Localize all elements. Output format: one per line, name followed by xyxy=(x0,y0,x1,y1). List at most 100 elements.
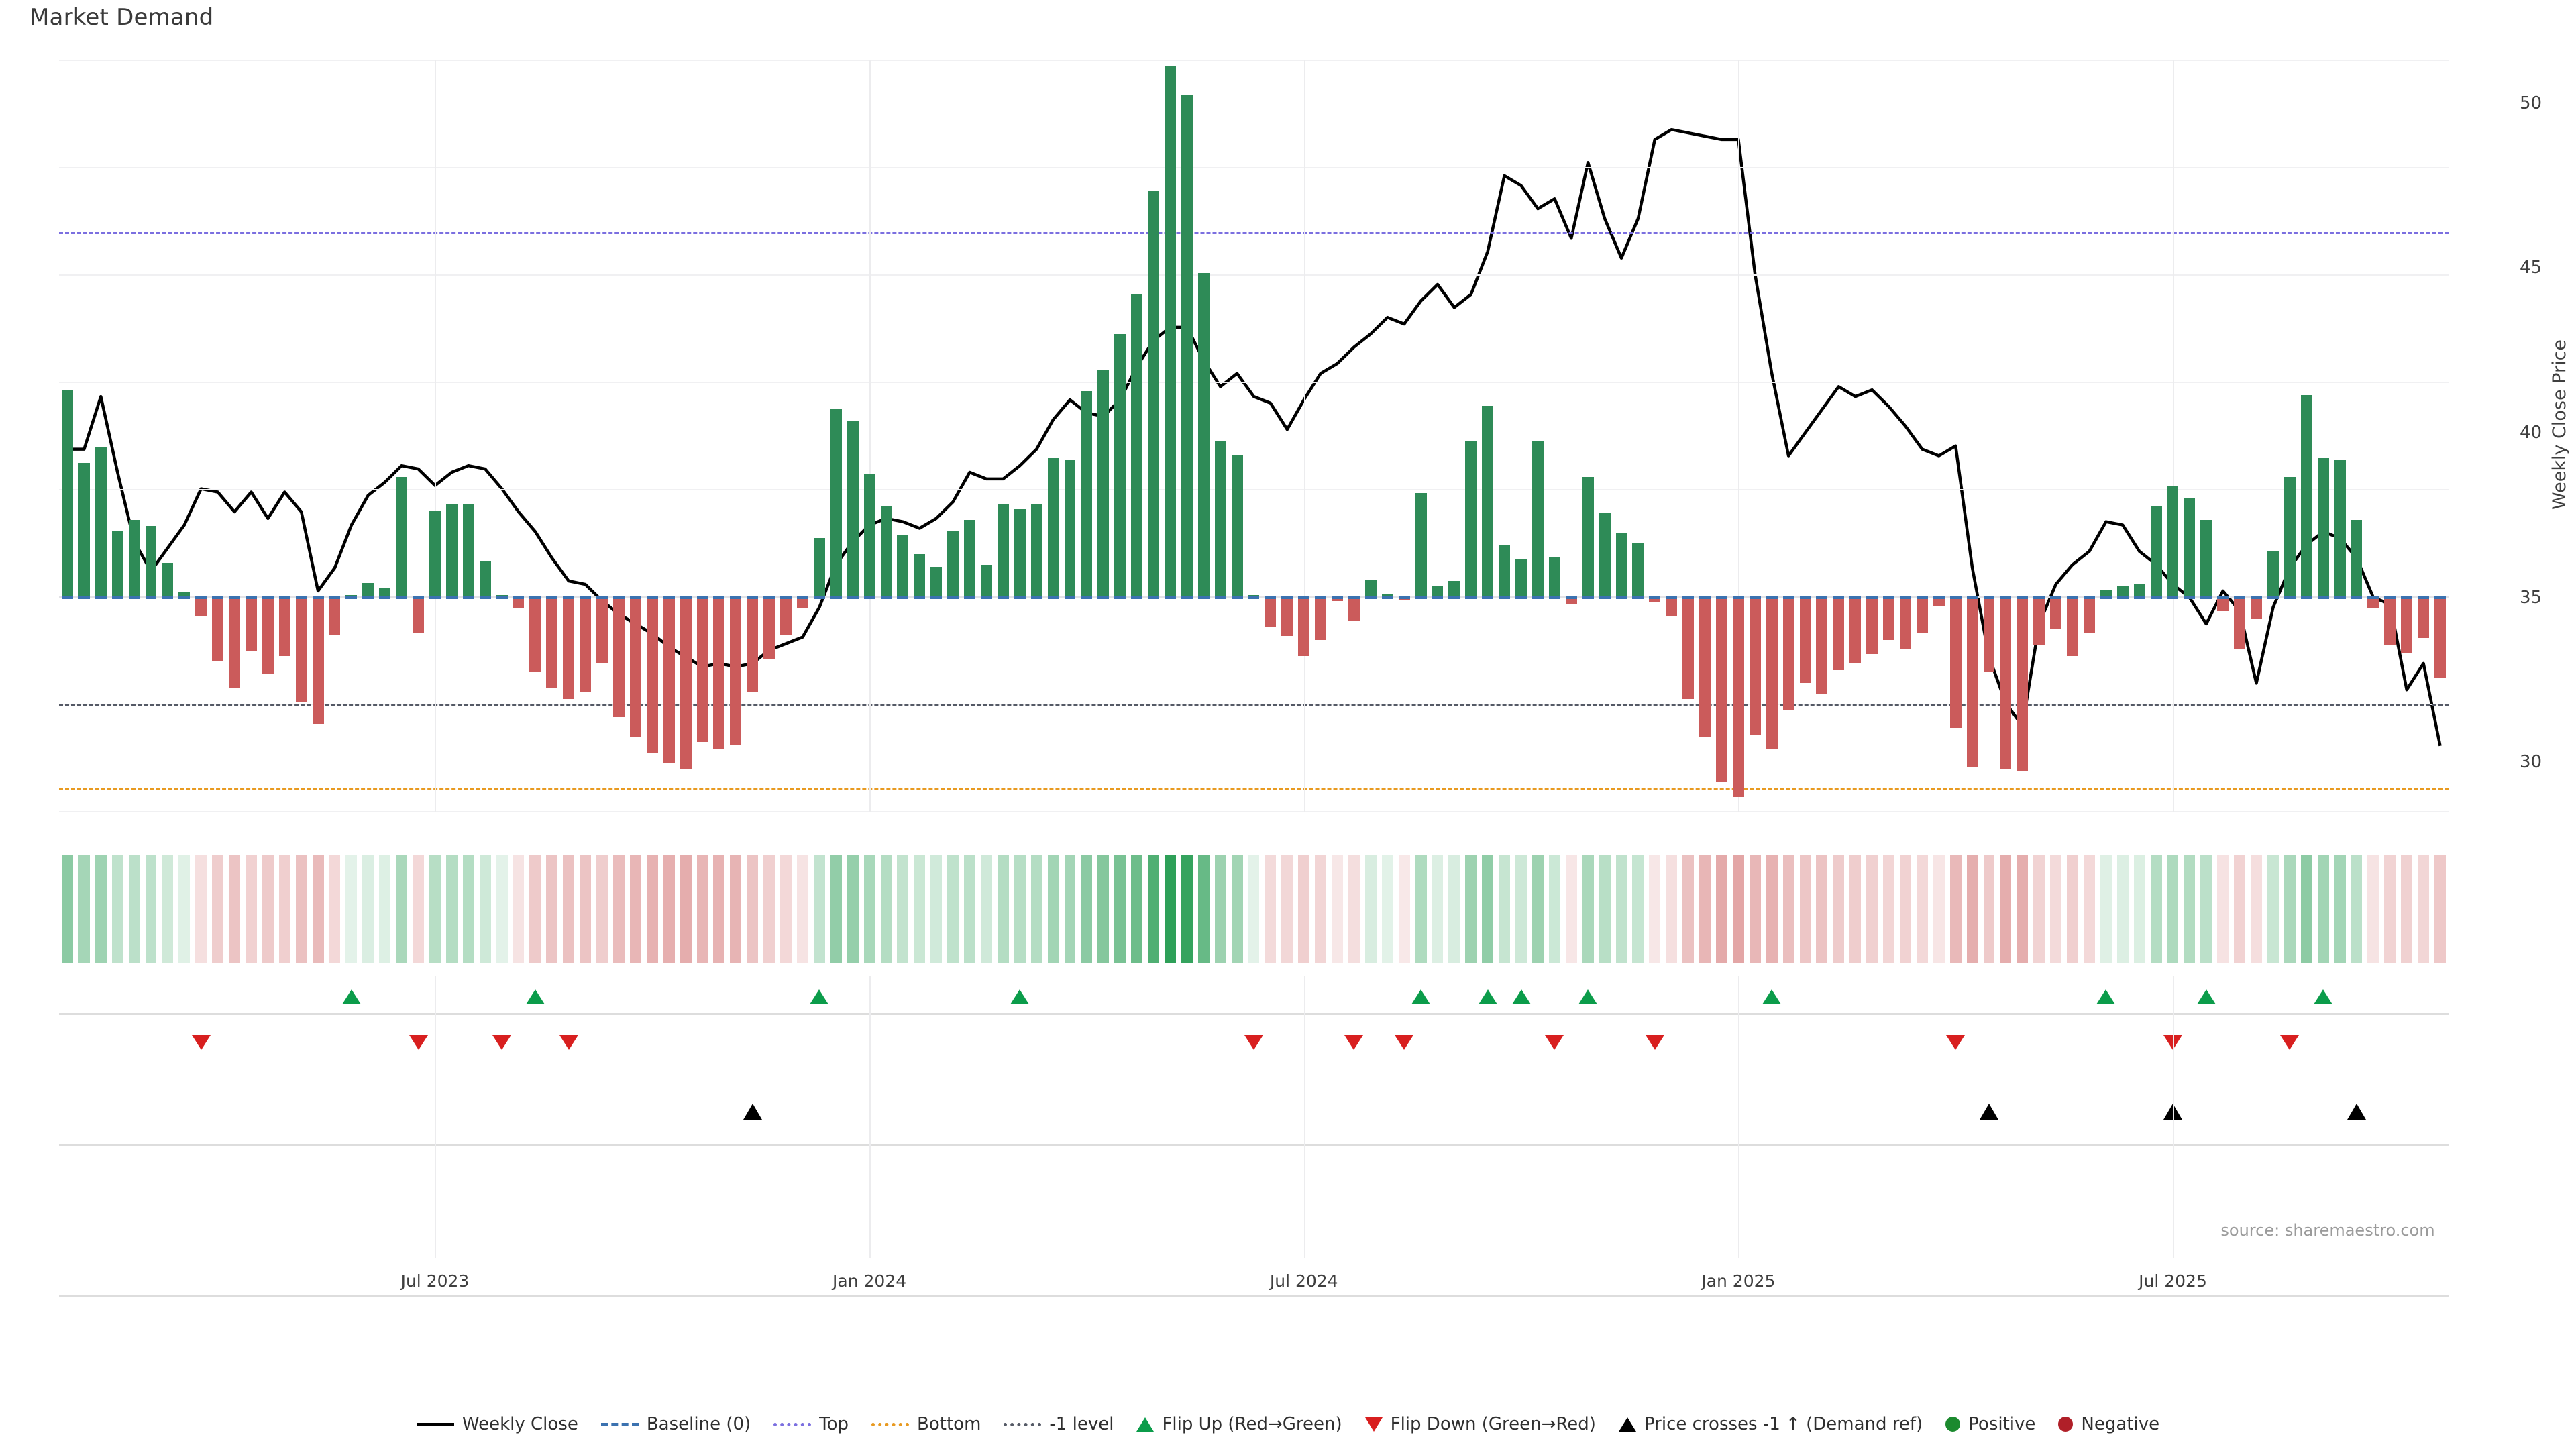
flip-down-marker xyxy=(1244,1035,1263,1050)
flip-up-marker xyxy=(1578,989,1598,1004)
baseline-tick xyxy=(1565,596,1577,599)
demand-bar xyxy=(2384,597,2396,645)
baseline-tick xyxy=(2434,596,2446,599)
demand-bar xyxy=(2300,395,2312,597)
weekly-close-line xyxy=(67,127,2442,747)
flip-down-marker xyxy=(1645,1035,1664,1050)
demand-bar xyxy=(2033,597,2045,645)
heat-strip-cell xyxy=(513,855,525,963)
legend-item[interactable]: Flip Up (Red→Green) xyxy=(1136,1414,1342,1434)
baseline-tick xyxy=(580,596,592,599)
demand-bar xyxy=(1448,581,1460,597)
demand-bar xyxy=(1114,334,1126,597)
marker-rows xyxy=(59,976,2449,1297)
heat-strip-cell xyxy=(2434,855,2446,963)
heat-strip-cell xyxy=(2317,855,2329,963)
demand-bar xyxy=(914,554,926,597)
flip-down-marker xyxy=(559,1035,578,1050)
baseline-tick xyxy=(1081,596,1093,599)
demand-bar xyxy=(1465,441,1477,597)
demand-bar xyxy=(1482,406,1494,597)
baseline-tick xyxy=(178,596,191,599)
demand-bar xyxy=(1231,455,1243,597)
baseline-tick xyxy=(880,596,892,599)
heat-strip-cell xyxy=(1816,855,1828,963)
demand-bar xyxy=(2150,506,2162,597)
main-plot-area: −2−10123453035404550 xyxy=(59,60,2542,812)
legend-item[interactable]: Bottom xyxy=(871,1414,981,1434)
baseline-tick xyxy=(1298,596,1310,599)
baseline-tick xyxy=(1047,596,1059,599)
heat-strip-cell xyxy=(2167,855,2179,963)
demand-bar xyxy=(813,538,825,597)
demand-bar xyxy=(1649,597,1661,602)
heat-strip-cell xyxy=(2351,855,2363,963)
heat-strip-cell xyxy=(1281,855,1293,963)
heat-strip-cell xyxy=(763,855,775,963)
demand-bar xyxy=(830,409,842,597)
heat-strip-cell xyxy=(730,855,742,963)
baseline-tick xyxy=(796,596,808,599)
heat-strip-cell xyxy=(1364,855,1377,963)
legend-item[interactable]: Baseline (0) xyxy=(600,1414,751,1434)
baseline-tick xyxy=(1515,596,1527,599)
demand-bar xyxy=(1197,272,1210,597)
demand-bar xyxy=(1081,390,1093,597)
demand-bar xyxy=(396,476,408,597)
heat-strip-cell xyxy=(1933,855,1945,963)
vertical-gridline xyxy=(2173,976,2174,1258)
demand-bar xyxy=(1014,508,1026,597)
demand-bar xyxy=(1515,559,1527,597)
heat-strip-cell xyxy=(1515,855,1527,963)
heat-strip-cell xyxy=(580,855,592,963)
heat-strip-cell xyxy=(295,855,307,963)
demand-bar xyxy=(612,597,625,718)
demand-bar xyxy=(1532,441,1544,597)
heat-strip-cell xyxy=(1682,855,1695,963)
heat-strip-cell xyxy=(229,855,240,963)
demand-bar xyxy=(529,597,541,672)
demand-bar xyxy=(863,474,875,597)
heat-strip-cell xyxy=(1030,855,1042,963)
flip-down-marker xyxy=(1545,1035,1564,1050)
legend-item[interactable]: Negative xyxy=(2058,1414,2159,1434)
x-axis-tick-label: Jul 2023 xyxy=(400,1271,470,1291)
demand-bar xyxy=(663,597,675,763)
baseline-tick xyxy=(713,596,725,599)
heat-strip-cell xyxy=(1599,855,1611,963)
triangle-up-black-icon xyxy=(1618,1417,1636,1432)
baseline-tick xyxy=(1381,596,1393,599)
legend-item[interactable]: Flip Down (Green→Red) xyxy=(1364,1414,1596,1434)
demand-bar xyxy=(2351,519,2363,597)
baseline-tick xyxy=(1782,596,1794,599)
baseline-tick xyxy=(2284,596,2296,599)
heat-strip-cell xyxy=(345,855,358,963)
baseline-tick xyxy=(2000,596,2012,599)
demand-bar xyxy=(1983,597,1995,672)
legend-item[interactable]: Top xyxy=(773,1414,849,1434)
baseline-tick xyxy=(513,596,525,599)
baseline-tick xyxy=(1432,596,1444,599)
baseline-tick xyxy=(2401,596,2413,599)
heat-strip-cell xyxy=(980,855,992,963)
legend-item[interactable]: Weekly Close xyxy=(416,1414,578,1434)
demand-bar xyxy=(1148,191,1159,597)
baseline-tick xyxy=(1231,596,1243,599)
heat-strip-cell xyxy=(1983,855,1995,963)
baseline-tick xyxy=(763,596,775,599)
baseline-tick xyxy=(145,596,157,599)
flip-up-marker xyxy=(1762,989,1782,1004)
y-axis-right-tick: 40 xyxy=(2520,423,2542,443)
vertical-gridline xyxy=(1738,976,1740,1258)
baseline-tick xyxy=(445,596,458,599)
demand-bar xyxy=(1348,597,1360,621)
legend-item[interactable]: -1 level xyxy=(1004,1414,1114,1434)
legend-label: Price crosses -1 ↑ (Demand ref) xyxy=(1644,1414,1923,1434)
baseline-tick xyxy=(2167,596,2179,599)
demand-bar xyxy=(1899,597,1911,649)
marker-row-divider xyxy=(59,1144,2449,1146)
legend-item[interactable]: Positive xyxy=(1945,1414,2035,1434)
legend-item[interactable]: Price crosses -1 ↑ (Demand ref) xyxy=(1618,1414,1923,1434)
baseline-tick xyxy=(2334,596,2346,599)
heat-strip-cell xyxy=(1949,855,1962,963)
